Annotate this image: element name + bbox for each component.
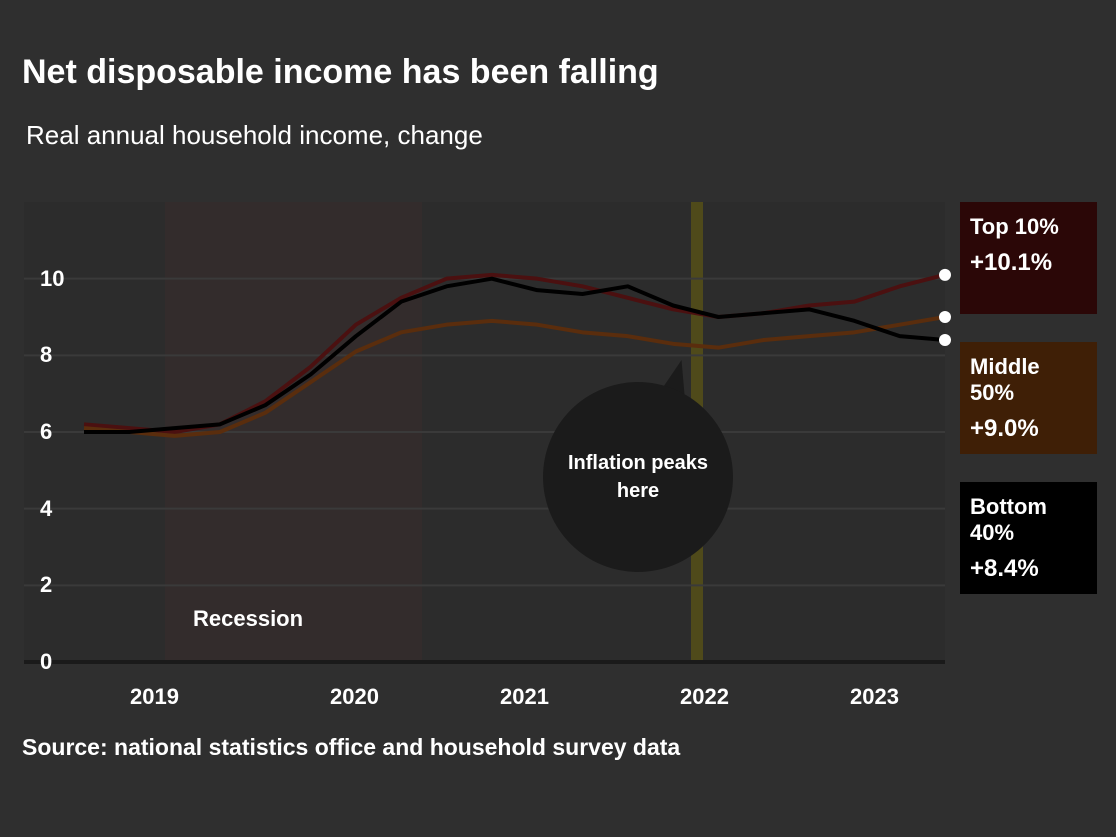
chart-title: Net disposable income has been falling [22,53,659,91]
x-tick-label: 2019 [130,684,179,709]
legend-item-bottom: Bottom 40% +8.4% [960,482,1097,594]
legend-label-bottom: Bottom 40% [970,494,1047,545]
legend-value-bottom: +8.4% [970,555,1039,582]
series-endpoint-0 [939,268,951,281]
y-tick-label: 10 [40,265,65,291]
legend-value-middle: +9.0% [970,415,1039,442]
series-line-2 [84,276,946,434]
series-endpoints [939,268,951,346]
y-tick-label: 4 [40,495,53,521]
annotation-bubble: Inflation peaks here [543,382,733,572]
y-tick-label: 2 [40,572,53,598]
legend-item-middle: Middle 50% +9.0% [960,342,1097,454]
legend-value-top: +10.1% [970,249,1053,276]
series-endpoint-1 [939,311,951,323]
y-tick-label: 8 [40,342,53,368]
legend-label-top: Top 10% [970,214,1059,239]
chart-subtitle: Real annual household income, change [26,120,483,150]
series-lines [83,272,946,438]
legend-label-middle: Middle 50% [970,354,1040,405]
series-endpoint-2 [939,334,951,346]
x-tick-label: 2020 [330,684,379,709]
legend-item-top: Top 10% +10.1% [960,202,1097,314]
recession-label: Recession [193,606,304,631]
x-tick-label: 2023 [850,684,899,709]
y-tick-label: 0 [40,649,53,674]
footnote: Source: national statistics office and h… [22,734,681,760]
x-tick-label: 2021 [500,684,549,709]
x-tick-label: 2022 [680,684,729,709]
y-tick-label: 6 [40,419,53,444]
series-line-1 [83,315,946,438]
